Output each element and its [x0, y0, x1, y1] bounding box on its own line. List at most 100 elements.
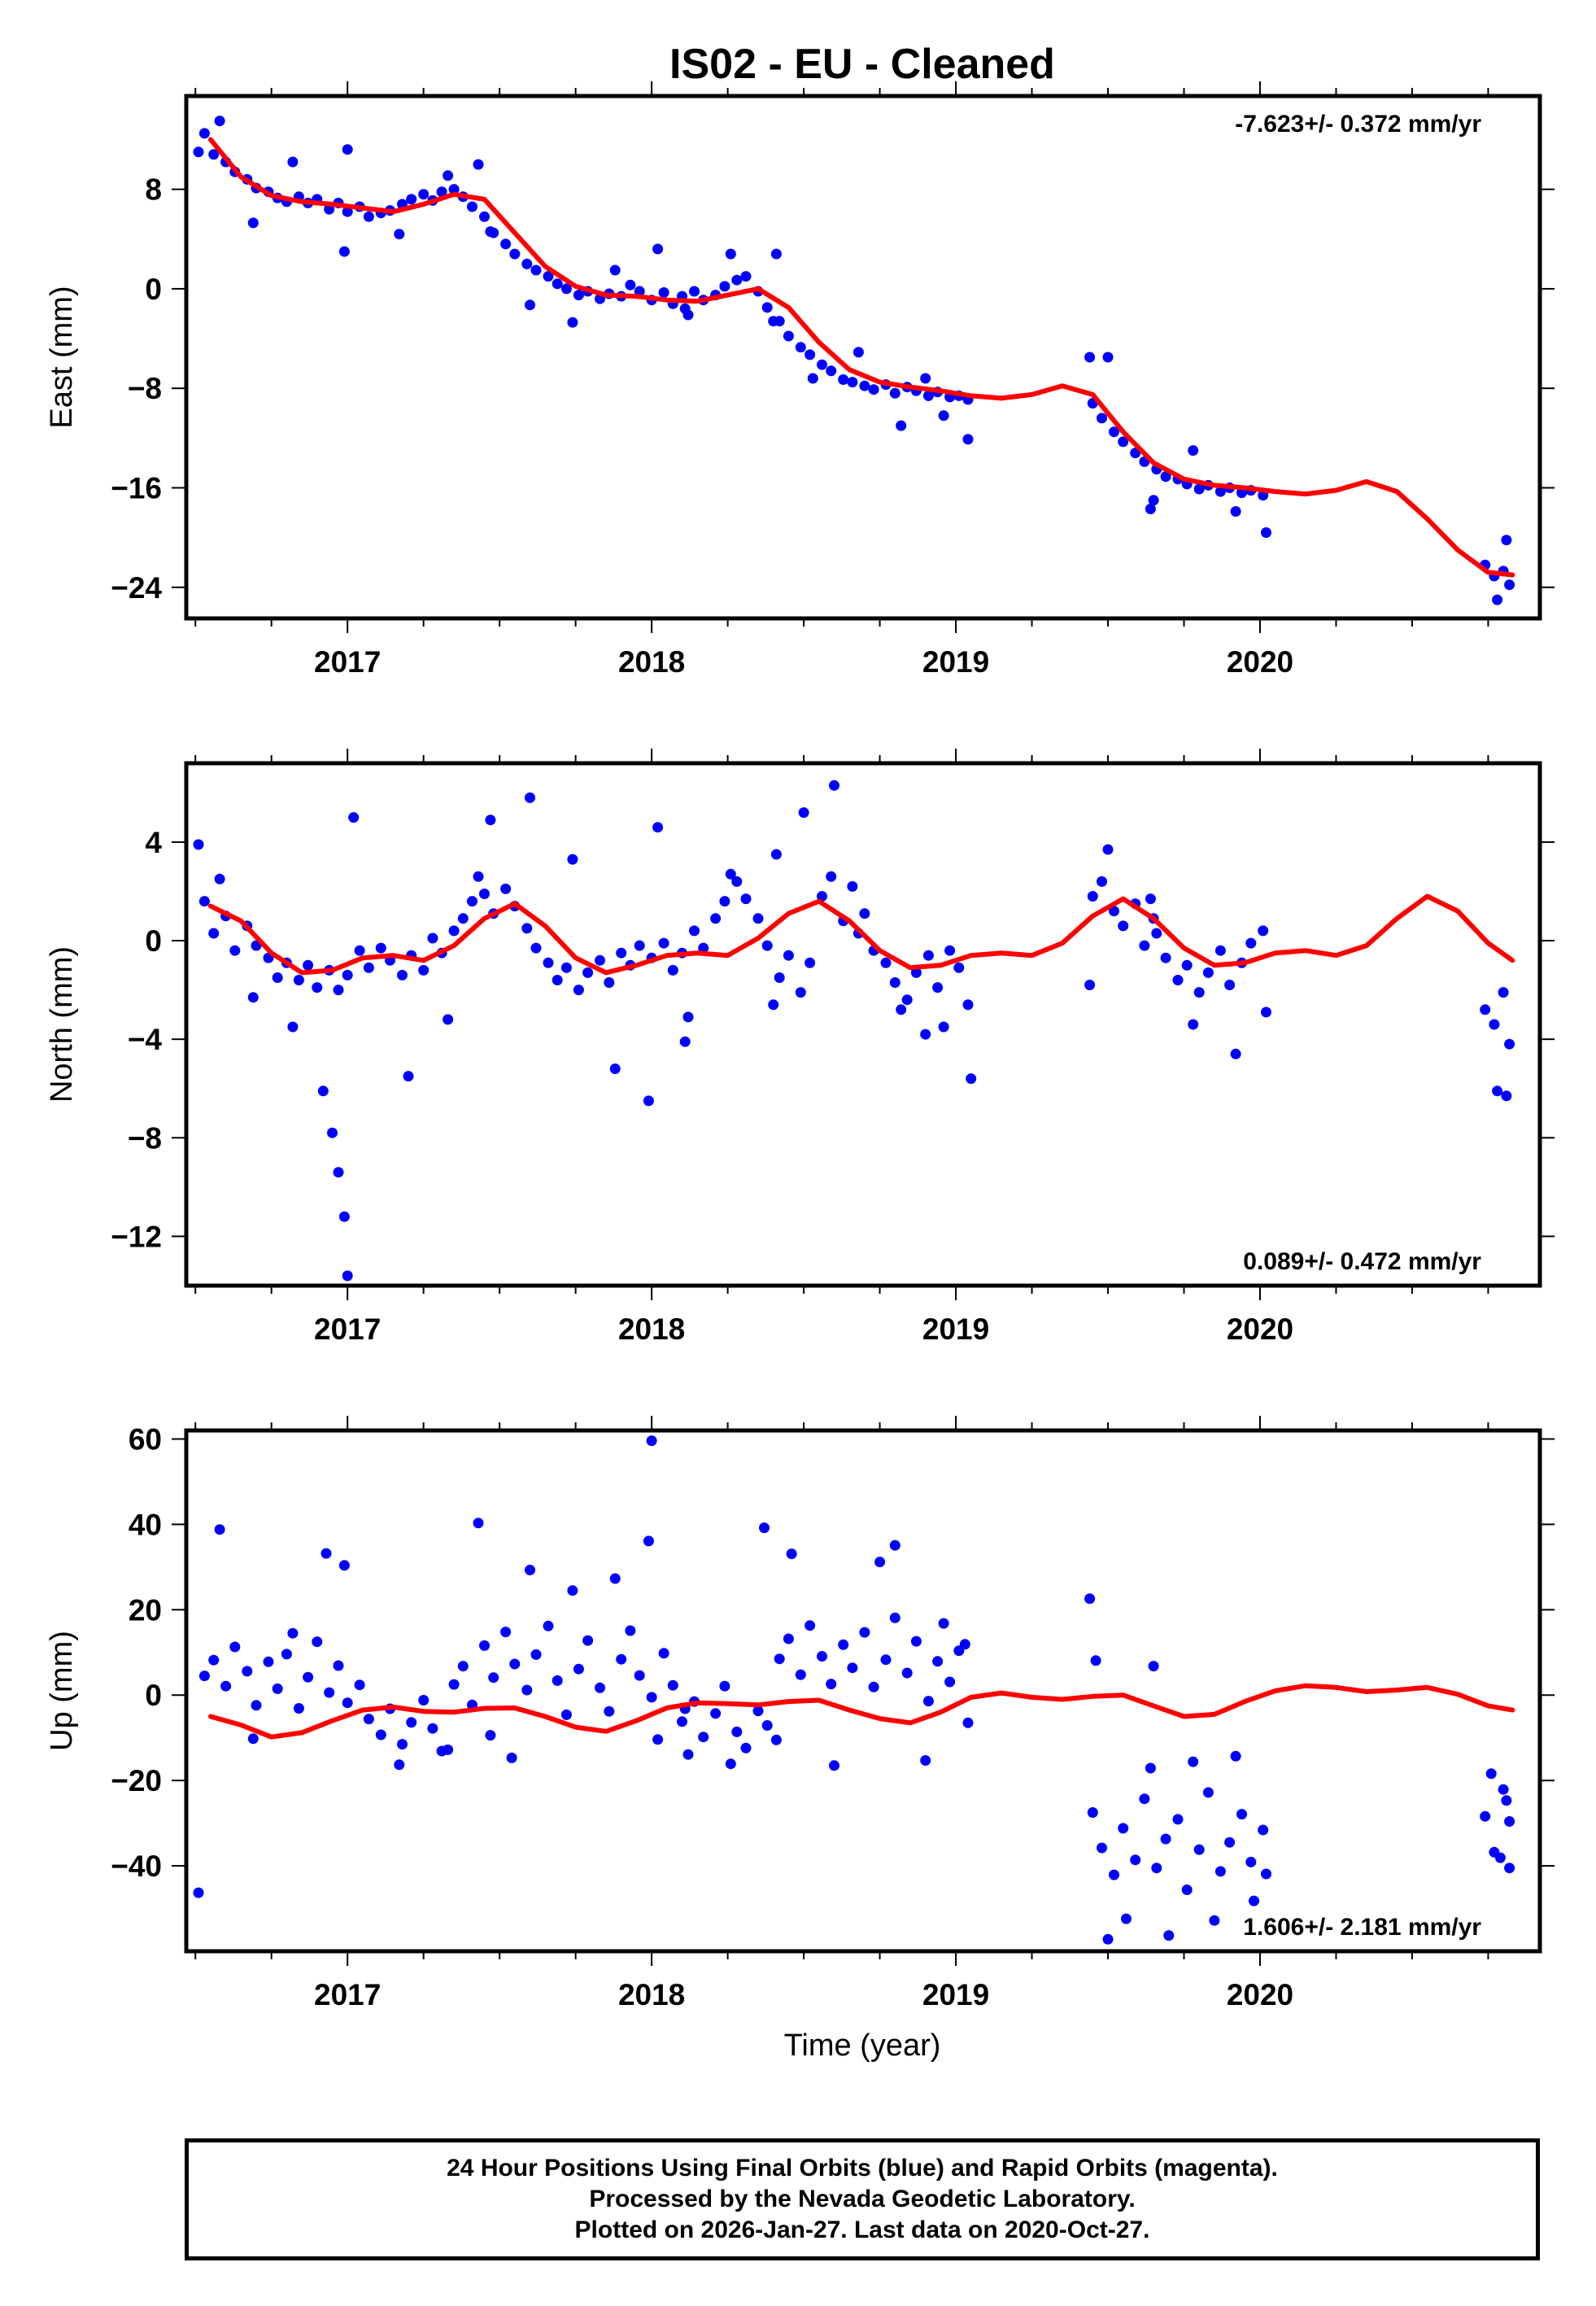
up-y-tick-label: 20: [129, 1593, 162, 1627]
north-y-tick-label: −8: [128, 1121, 162, 1155]
north-data-point: [944, 945, 956, 956]
north-data-point: [667, 964, 678, 976]
up-data-point: [910, 1636, 922, 1647]
east-data-point: [770, 248, 782, 260]
east-data-point: [1109, 426, 1119, 438]
north-data-point: [342, 969, 353, 980]
north-data-point: [287, 1021, 299, 1033]
up-data-point: [774, 1653, 785, 1665]
east-data-point: [795, 342, 806, 353]
north-data-point: [333, 985, 344, 996]
up-data-point: [874, 1557, 886, 1568]
north-y-tick-label: 4: [145, 826, 162, 859]
up-data-point: [752, 1705, 764, 1717]
east-y-tick-label: 0: [145, 273, 162, 306]
east-plot-frame: [184, 94, 1542, 621]
north-data-point: [1480, 1004, 1491, 1015]
north-data-point: [312, 982, 323, 994]
east-data-point: [418, 189, 430, 200]
north-x-tick-label: 2019: [922, 1312, 989, 1346]
up-data-point: [783, 1633, 794, 1644]
up-data-point: [394, 1759, 405, 1771]
east-data-point: [889, 387, 900, 399]
up-data-point: [500, 1627, 512, 1638]
up-data-point: [609, 1573, 621, 1584]
north-data-point: [859, 908, 870, 919]
up-data-point: [1214, 1866, 1226, 1877]
east-data-point: [443, 170, 454, 181]
up-data-point: [448, 1679, 460, 1690]
up-data-point: [805, 1620, 816, 1631]
north-data-point: [567, 854, 578, 865]
north-data-point: [768, 999, 779, 1011]
east-data-point: [479, 211, 490, 222]
north-data-point: [552, 975, 563, 985]
east-data-point: [783, 330, 794, 342]
up-data-point: [560, 1709, 572, 1720]
up-x-tick-label: 2019: [922, 1978, 989, 2011]
up-data-point: [567, 1585, 578, 1596]
east-data-point: [807, 373, 818, 384]
east-data-point: [1084, 352, 1096, 363]
up-fit-curve: [207, 1683, 1515, 1740]
east-data-point: [761, 302, 773, 313]
up-data-point: [1109, 1869, 1119, 1880]
east-data-point: [838, 374, 849, 385]
up-data-point: [1090, 1655, 1101, 1666]
up-data-point: [1139, 1793, 1150, 1805]
up-y-tick-label: −20: [111, 1764, 162, 1797]
up-data-point: [214, 1524, 225, 1535]
east-y-tick-label: −16: [111, 472, 162, 505]
east-y-tick-label: −8: [128, 372, 162, 405]
up-data-point: [1249, 1895, 1259, 1906]
up-data-point: [375, 1729, 386, 1740]
up-data-point: [770, 1734, 782, 1745]
up-data-point: [880, 1654, 892, 1666]
east-data-point: [725, 248, 736, 260]
north-data-point: [595, 954, 605, 966]
east-data-point: [859, 380, 870, 391]
north-data-point: [609, 1063, 621, 1074]
up-data-point: [287, 1627, 299, 1639]
north-data-point: [847, 880, 858, 892]
north-data-point: [521, 923, 533, 934]
north-data-point: [293, 975, 304, 985]
up-data-point: [795, 1669, 806, 1680]
up-data-point: [1188, 1756, 1199, 1767]
north-data-point: [658, 937, 669, 949]
up-data-point: [242, 1666, 253, 1677]
up-y-tick-label: 0: [145, 1679, 162, 1712]
north-data-point: [418, 964, 430, 976]
north-y-tick-label: −12: [111, 1220, 162, 1253]
up-data-point: [324, 1687, 335, 1698]
east-data-point: [896, 420, 907, 431]
up-data-point: [333, 1660, 344, 1671]
up-data-point: [485, 1730, 496, 1741]
north-data-point: [731, 876, 743, 887]
north-data-point: [1245, 937, 1257, 949]
north-data-point: [1084, 980, 1096, 990]
up-y-tick-label: −40: [111, 1850, 162, 1883]
north-data-point: [479, 889, 490, 899]
up-y-tick-label: 40: [129, 1508, 162, 1541]
east-data-point: [1160, 471, 1171, 483]
up-data-point: [932, 1656, 944, 1667]
east-data-point: [740, 271, 752, 282]
north-data-point: [1230, 1048, 1241, 1059]
up-data-point: [698, 1732, 709, 1743]
east-fit-curve: [207, 137, 1515, 578]
east-data-point: [1188, 445, 1199, 456]
north-data-point: [1151, 928, 1162, 939]
up-data-point: [1148, 1661, 1159, 1672]
up-data-point: [889, 1612, 900, 1623]
up-data-point: [1163, 1930, 1175, 1941]
up-data-point: [759, 1522, 770, 1534]
east-data-point: [805, 349, 816, 360]
up-data-point: [761, 1720, 773, 1731]
north-data-point: [327, 1127, 338, 1138]
up-data-point: [646, 1435, 657, 1447]
north-data-point: [1160, 952, 1171, 963]
up-data-point: [1121, 1913, 1132, 1924]
north-data-point: [880, 957, 892, 968]
up-data-point: [397, 1739, 408, 1750]
